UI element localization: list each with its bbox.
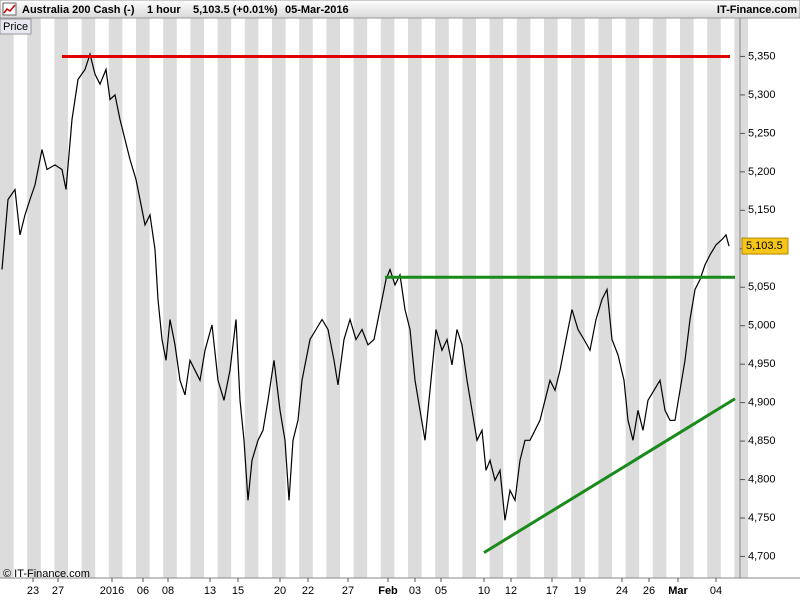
y-tick-label: 5,000 [748,320,776,332]
y-label-box [0,18,32,35]
day-stripe [707,18,721,578]
day-stripe [652,18,667,578]
day-stripe [462,18,476,578]
day-stripe [489,18,504,578]
x-tick-label: 26 [643,585,655,597]
day-stripe [81,18,96,578]
x-tick-label: 03 [409,585,421,597]
y-tick-label: 4,850 [748,435,776,447]
y-tick-label: 4,750 [748,512,776,524]
day-stripe [680,18,694,578]
day-stripe [380,18,395,578]
x-tick-label: Feb [378,585,398,597]
y-tick-label: 5,300 [748,89,776,101]
x-tick-label: 08 [162,585,174,597]
day-stripe [326,18,340,578]
x-tick-label: 17 [546,585,558,597]
trend-line [483,397,736,554]
day-stripe [108,18,123,578]
y-tick-label: 4,900 [748,397,776,409]
day-stripe [408,18,422,578]
x-tick-label: 05 [435,585,447,597]
chart-title: Australia 200 Cash (-) [22,4,135,16]
x-tick-label: 19 [574,585,586,597]
x-tick-label: 2016 [100,585,124,597]
y-tick-label: 5,350 [748,50,776,62]
x-tick-label: 20 [274,585,286,597]
x-tick-label: 06 [137,585,149,597]
y-tick-label: 5,200 [748,166,776,178]
day-stripe [299,18,313,578]
x-tick-label: 23 [27,585,39,597]
day-stripe [435,18,449,578]
date: 05-Mar-2016 [285,4,349,16]
day-stripes [0,18,748,578]
price-tag [741,237,789,255]
x-tick-label: 22 [302,585,314,597]
day-stripe [136,18,150,578]
day-stripe [190,18,204,578]
watermark: © IT-Finance.com [3,568,90,580]
day-stripe [54,18,68,578]
day-stripe [353,18,368,578]
y-tick-label: 5,150 [748,204,776,216]
x-tick-label: 12 [505,585,517,597]
day-stripe [217,18,232,578]
day-stripe [598,18,612,578]
source: IT-Finance.com [717,4,797,16]
y-tick-label: 4,800 [748,473,776,485]
day-stripe [516,18,531,578]
day-stripe [27,18,41,578]
y-tick-label: 5,050 [748,281,776,293]
interval: 1 hour [147,4,181,16]
y-tick-label: 4,950 [748,358,776,370]
chart-icon [2,2,17,16]
x-tick-label: 27 [52,585,64,597]
x-tick-label: 27 [342,585,354,597]
y-axis-label: Price [3,21,28,33]
day-stripe [571,18,585,578]
x-tick-label: 15 [232,585,244,597]
y-tick-label: 5,250 [748,127,776,139]
title-bar [0,0,800,19]
day-stripe [244,18,259,578]
x-tick-label: 04 [710,585,722,597]
x-tick-label: 13 [204,585,216,597]
day-stripe [0,18,14,578]
day-stripe [625,18,640,578]
x-tick-label: 10 [478,585,490,597]
x-tick-label: Mar [668,585,688,597]
price-line [1,52,730,521]
price-tag-label: 5,103.5 [746,240,783,252]
day-stripe [544,18,558,578]
quote: 5,103.5 (+0.01%) [193,4,278,16]
day-stripe [734,18,748,578]
y-tick-label: 4,700 [748,550,776,562]
day-stripe [163,18,177,578]
x-tick-label: 24 [616,585,628,597]
day-stripe [272,18,286,578]
